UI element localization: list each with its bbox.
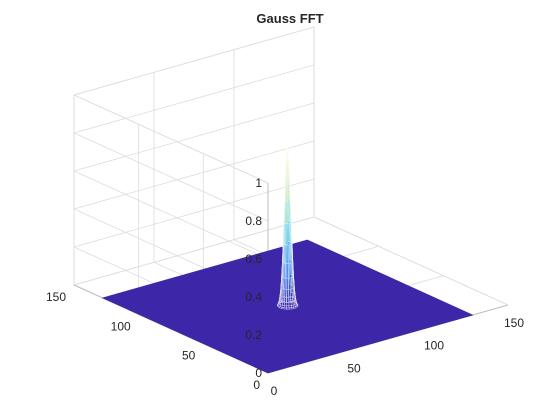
box-edge bbox=[313, 216, 509, 306]
surface-peak-face bbox=[283, 305, 287, 309]
y-tick-label: 0 bbox=[253, 378, 260, 392]
z-tick-label: 0.6 bbox=[245, 252, 262, 266]
y-tick-label: 100 bbox=[111, 319, 131, 333]
z-tick-label: 1 bbox=[255, 176, 262, 190]
surface-peak-face bbox=[284, 302, 287, 307]
grid-line-z-left bbox=[73, 132, 269, 222]
surface-peak bbox=[276, 144, 299, 310]
y-tick-label: 150 bbox=[46, 290, 66, 304]
x-tick-label: 100 bbox=[424, 339, 444, 353]
z-tick-label: 0.4 bbox=[245, 290, 262, 304]
z-tick-label: 0.2 bbox=[245, 328, 262, 342]
z-tick-label: 0.8 bbox=[245, 214, 262, 228]
grid-line-z-back bbox=[73, 140, 315, 210]
grid-line-z-left bbox=[73, 170, 269, 260]
x-tick-label: 150 bbox=[504, 316, 524, 330]
box-edge-top bbox=[73, 26, 315, 96]
grid-line-z-back bbox=[73, 178, 315, 248]
x-tick-label: 50 bbox=[347, 361, 361, 375]
x-tick-label: 0 bbox=[271, 384, 278, 398]
grid-line-z-back bbox=[73, 64, 315, 134]
surface-peak-face bbox=[286, 305, 290, 309]
surface-peak-face bbox=[286, 302, 290, 307]
surface-peak-face bbox=[286, 307, 290, 310]
y-tick-label: 50 bbox=[182, 349, 196, 363]
axis-ticks: 0 0.2 0.4 0.6 0.8 1 0 50 100 150 0 50 100 150 bbox=[46, 176, 524, 398]
box-edge-top-left bbox=[73, 94, 269, 184]
grid-line-y-floor bbox=[73, 216, 315, 286]
chart-title: Gauss FFT bbox=[256, 11, 323, 26]
grid-line-z-back bbox=[73, 102, 315, 172]
z-tick-label: 0 bbox=[255, 366, 262, 380]
surface-peak-face bbox=[297, 303, 299, 307]
